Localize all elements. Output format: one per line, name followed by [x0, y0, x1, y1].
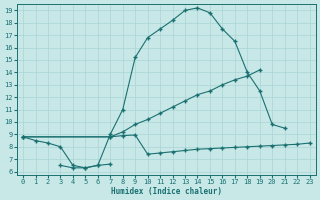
- X-axis label: Humidex (Indice chaleur): Humidex (Indice chaleur): [111, 187, 222, 196]
